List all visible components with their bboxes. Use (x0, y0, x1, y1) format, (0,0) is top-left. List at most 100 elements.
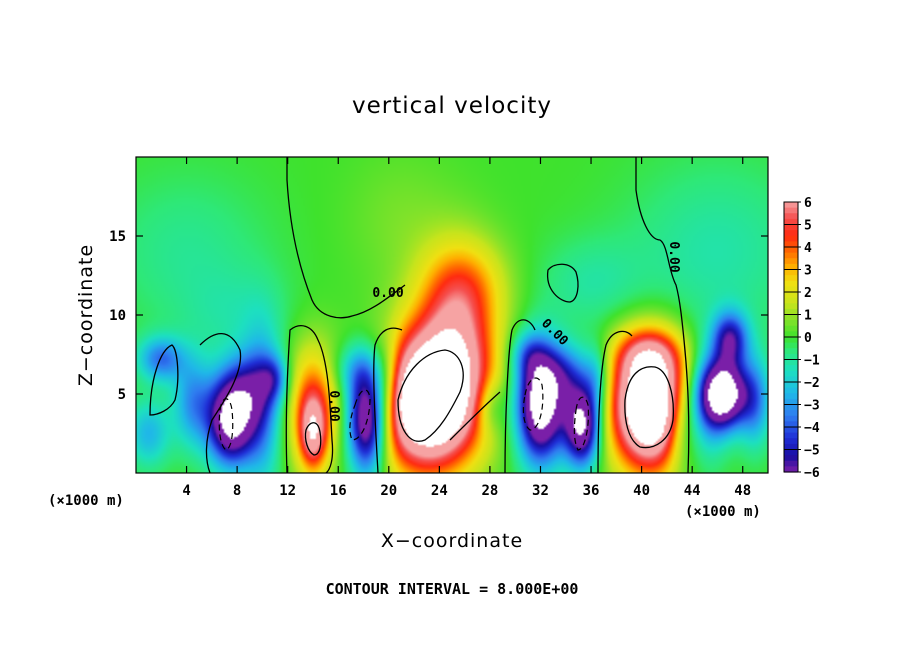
colorbar-segment (784, 365, 798, 372)
x-axis: 4 8 12 16 20 24 28 32 36 40 44 48 (182, 157, 751, 499)
x-tick-label: 32 (532, 483, 549, 499)
colorbar-segment (784, 258, 798, 265)
contour-interval-label: CONTOUR INTERVAL = 8.000E+00 (326, 580, 579, 598)
colorbar-segment (784, 275, 798, 282)
colorbar-segment (784, 314, 798, 321)
chart-title: vertical velocity (352, 93, 552, 119)
strong-contour (624, 366, 674, 449)
colorbar-segment (784, 218, 798, 226)
colorbar-tick-label: 4 (804, 241, 812, 256)
colorbar-segment (784, 438, 798, 445)
x-tick-label: 48 (734, 483, 751, 499)
colorbar-segment (784, 308, 798, 316)
plot-area: 0.000.000.000.00 4 8 12 16 20 24 28 32 36 40 44 48 … (109, 156, 769, 499)
colorbar-segment (784, 410, 798, 417)
colorbar-segment (784, 353, 798, 361)
x-tick-label: 12 (279, 483, 296, 499)
colorbar-segment (784, 342, 798, 349)
colorbar-segment (784, 460, 798, 467)
colorbar-segment (784, 241, 798, 248)
zero-contour (149, 344, 179, 416)
colorbar-segment (784, 263, 798, 271)
negative-contour (218, 398, 234, 451)
zero-contour (504, 319, 536, 474)
colorbar-segment (784, 404, 798, 411)
zero-contour (547, 263, 579, 303)
colorbar-segment (784, 230, 798, 237)
colorbar-segment (784, 207, 798, 214)
colorbar-segment (784, 337, 798, 344)
colorbar-segment (784, 235, 798, 242)
zero-contour (199, 332, 242, 474)
zero-contour (597, 330, 633, 474)
colorbar-segment (784, 393, 798, 400)
colorbar-segment (784, 415, 798, 422)
colorbar-tick-label: −1 (804, 354, 820, 369)
strong-contour (449, 391, 501, 441)
colorbar-segment (784, 325, 798, 332)
colorbar-segment (784, 382, 798, 389)
y-axis-label: Z−coordinate (75, 244, 97, 386)
colorbar-segment (784, 466, 798, 473)
x-tick-label: 36 (583, 483, 600, 499)
colorbar-segment (784, 348, 798, 355)
zero-contour (285, 325, 334, 474)
y-tick-label: 10 (109, 308, 126, 324)
negative-contour (522, 377, 544, 431)
colorbar-segment (784, 286, 798, 293)
y-tick-label: 15 (109, 229, 126, 245)
colorbar-tick-label: 2 (804, 286, 812, 301)
colorbar-segment (784, 443, 798, 451)
colorbar-segment (784, 421, 798, 428)
x-axis-label: X−coordinate (381, 530, 523, 552)
colorbar-segment (784, 280, 798, 287)
colorbar-tick-label: 3 (804, 264, 812, 279)
colorbar-tick-label: −3 (804, 399, 820, 414)
colorbar-segment (784, 202, 798, 209)
colorbar-segment (784, 370, 798, 377)
negative-contour (573, 396, 590, 451)
colorbar-segment (784, 331, 798, 338)
colorbar-segment (784, 303, 798, 310)
zero-contour (286, 157, 406, 319)
colorbar-tick-label: −6 (804, 466, 820, 481)
strong-contour (397, 349, 464, 442)
colorbar-segment (784, 292, 798, 299)
colorbar-segment (784, 387, 798, 394)
x-tick-label: 20 (380, 483, 397, 499)
negative-contour (349, 389, 371, 441)
y-axis: 5 10 15 (109, 229, 768, 403)
colorbar-segment (784, 432, 798, 439)
colorbar-tick-label: 6 (804, 196, 812, 211)
colorbar-tick-label: −5 (804, 444, 820, 459)
x-tick-label: 28 (481, 483, 498, 499)
x-tick-label: 40 (633, 483, 650, 499)
colorbar: 6 5 4 3 2 1 0 −1 −2 −3 −4 −5 −6 (783, 196, 820, 481)
colorbar-segment (784, 455, 798, 462)
colorbar-segment (784, 376, 798, 383)
x-tick-label: 4 (182, 483, 190, 499)
x-tick-label: 44 (684, 483, 701, 499)
x-unit-label-right: (×1000 m) (685, 504, 761, 520)
colorbar-segment (784, 247, 798, 254)
contour-label: 0.00 (372, 286, 403, 301)
negative-contours (218, 377, 590, 451)
colorbar-tick-label: 0 (804, 331, 812, 346)
colorbar-segment (784, 320, 798, 327)
x-unit-label-left: (×1000 m) (48, 493, 124, 509)
colorbar-tick-label: −4 (804, 421, 820, 436)
colorbar-segment (784, 224, 798, 231)
colorbar-segment (784, 252, 798, 259)
colorbar-segment (784, 297, 798, 304)
colorbar-tick-label: 5 (804, 219, 812, 234)
colorbar-segment (784, 213, 798, 220)
colorbar-segment (784, 269, 798, 276)
colorbar-tick-label: −2 (804, 376, 820, 391)
contour-lines (149, 157, 690, 474)
colorbar-tick-label: 1 (804, 309, 812, 324)
colorbar-segment (784, 449, 798, 456)
colorbar-segment (784, 427, 798, 434)
contour-label: 0.00 (326, 390, 341, 421)
zero-contour (635, 157, 690, 474)
